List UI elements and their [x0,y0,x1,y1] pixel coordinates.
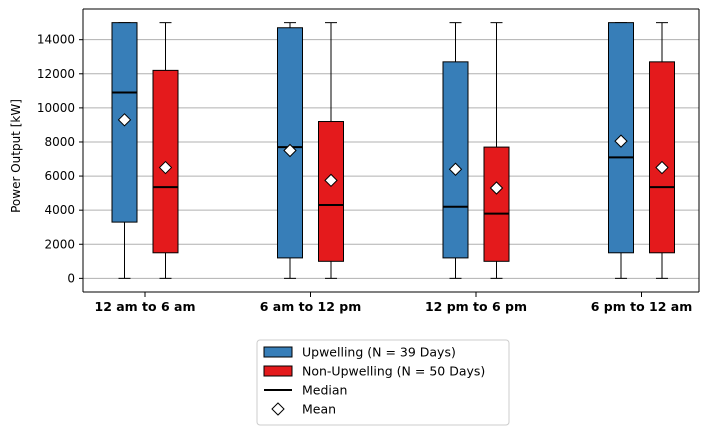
mean-marker [614,134,628,148]
legend-label: Median [302,383,347,398]
box-iqr [442,61,469,259]
mean-marker [324,173,338,188]
box-non-upwelling [483,22,510,279]
box-non-upwelling [649,22,675,279]
box-iqr [483,146,510,262]
y-tick-label: 8000 [44,135,75,149]
mean-marker [655,160,669,175]
box-non-upwelling [318,22,344,279]
legend-frame [256,339,510,426]
mean-marker [158,160,173,175]
legend-mean-marker [271,402,285,416]
box-upwelling [111,22,138,279]
y-tick-label: 0 [67,271,75,285]
y-tick-label: 2000 [44,237,75,251]
mean-marker [117,113,132,127]
y-tick-label: 10000 [37,101,75,115]
legend-swatch [263,365,293,377]
box-upwelling [442,22,469,279]
mean-marker [283,143,297,158]
y-tick-label: 4000 [44,203,75,217]
axes: 0 2000 4000 6000 8000 10000 12000 14000 12 am to… [37,8,700,314]
box-upwelling [277,22,303,279]
mean-marker [448,162,463,176]
grid-lines [83,39,699,279]
y-tick-label: 6000 [44,169,75,183]
box-layer [111,22,675,279]
legend-label: Upwelling (N = 39 Days) [302,345,456,360]
y-tick-label: 14000 [37,33,75,47]
y-axis-label: Power Output [kW] [9,99,23,213]
legend-label: Mean [302,402,336,417]
y-tick-label: 12000 [37,67,75,81]
x-tick-label: 6 am to 12 pm [260,299,362,314]
legend-label: Non-Upwelling (N = 50 Days) [302,364,485,379]
x-tick-label: 12 am to 6 am [95,299,196,314]
box-iqr [649,61,675,254]
legend: Upwelling (N = 39 Days) Non-Upwelling (N … [256,339,510,426]
x-tick-label: 6 pm to 12 am [591,299,693,314]
mean-marker [489,181,504,195]
box-iqr [277,27,303,259]
x-tick-label: 12 pm to 6 pm [425,299,527,314]
box-upwelling [608,22,634,279]
legend-swatch [263,346,293,358]
box-iqr [318,121,344,262]
box-non-upwelling [152,22,179,279]
